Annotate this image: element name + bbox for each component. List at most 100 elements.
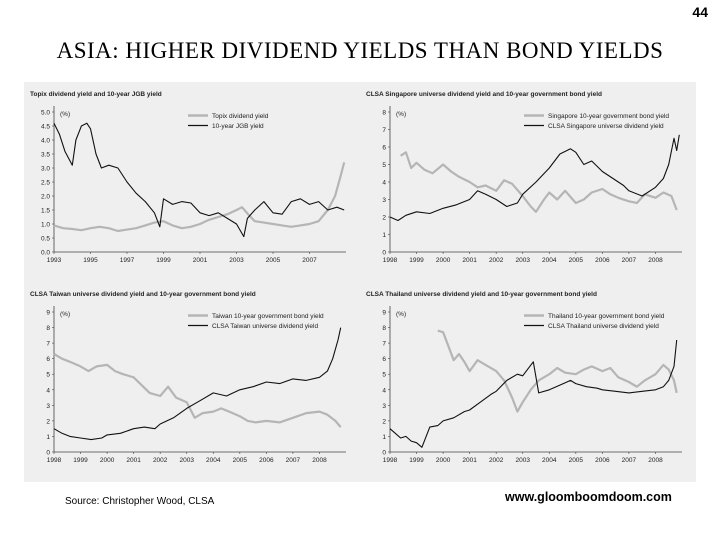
y-tick-label: 4.5 bbox=[41, 124, 50, 131]
x-tick-label: 1998 bbox=[383, 457, 398, 464]
x-tick-label: 1993 bbox=[47, 257, 62, 264]
y-tick-label: 7 bbox=[46, 341, 50, 348]
y-tick-label: 3.0 bbox=[41, 166, 50, 173]
y-tick-label: 2 bbox=[382, 215, 386, 222]
y-tick-label: 1 bbox=[382, 232, 386, 239]
y-tick-label: 5 bbox=[382, 162, 386, 169]
y-tick-label: 3 bbox=[382, 197, 386, 204]
x-tick-label: 2004 bbox=[542, 457, 557, 464]
y-tick-label: 1 bbox=[382, 434, 386, 441]
x-tick-label: 2003 bbox=[229, 257, 244, 264]
chart-singapore: CLSA Singapore universe dividend yield a… bbox=[366, 91, 682, 264]
y-tick-label: 6 bbox=[382, 356, 386, 363]
x-tick-label: 2006 bbox=[595, 457, 610, 464]
legend-label: CLSA Thailand universe dividend yield bbox=[548, 323, 659, 330]
y-tick-label: 0.0 bbox=[41, 250, 50, 257]
x-tick-label: 2004 bbox=[542, 257, 557, 264]
chart-title: CLSA Taiwan universe dividend yield and … bbox=[30, 291, 256, 298]
unit-label: (%) bbox=[60, 311, 70, 318]
x-tick-label: 2005 bbox=[266, 257, 281, 264]
slide-title: ASIA: HIGHER DIVIDEND YIELDS THAN BOND Y… bbox=[56, 38, 664, 63]
y-tick-label: 3 bbox=[46, 403, 50, 410]
y-tick-label: 6 bbox=[382, 145, 386, 152]
x-tick-label: 2007 bbox=[286, 457, 301, 464]
y-tick-label: 8 bbox=[382, 325, 386, 332]
x-tick-label: 2004 bbox=[206, 457, 221, 464]
x-tick-label: 2007 bbox=[622, 457, 637, 464]
chart-title: Topix dividend yield and 10-year JGB yie… bbox=[30, 91, 162, 98]
legend-label: CLSA Singapore universe dividend yield bbox=[548, 123, 664, 130]
x-tick-label: 2000 bbox=[436, 457, 451, 464]
series-line-2 bbox=[389, 339, 678, 448]
y-tick-label: 4 bbox=[382, 180, 386, 187]
y-tick-label: 4 bbox=[382, 387, 386, 394]
x-tick-label: 2008 bbox=[648, 257, 663, 264]
source-note: Source: Christopher Wood, CLSA bbox=[65, 496, 215, 507]
x-tick-label: 1998 bbox=[383, 257, 398, 264]
series-line-2 bbox=[53, 327, 342, 441]
y-tick-label: 8 bbox=[46, 325, 50, 332]
x-tick-label: 2002 bbox=[153, 457, 168, 464]
x-tick-label: 2003 bbox=[515, 257, 530, 264]
y-tick-label: 2 bbox=[382, 418, 386, 425]
x-tick-label: 2001 bbox=[462, 457, 477, 464]
y-tick-label: 9 bbox=[46, 310, 50, 317]
x-tick-label: 2006 bbox=[595, 257, 610, 264]
y-tick-label: 2.5 bbox=[41, 180, 50, 187]
x-tick-label: 1997 bbox=[120, 257, 135, 264]
unit-label: (%) bbox=[60, 111, 70, 118]
unit-label: (%) bbox=[396, 111, 406, 118]
chart-panel-japan: Topix dividend yield and 10-year JGB yie… bbox=[24, 82, 360, 282]
chart-grid: Topix dividend yield and 10-year JGB yie… bbox=[24, 82, 696, 482]
x-tick-label: 1999 bbox=[409, 257, 424, 264]
y-tick-label: 7 bbox=[382, 341, 386, 348]
legend-label: Topix dividend yield bbox=[212, 113, 269, 120]
x-tick-label: 2000 bbox=[436, 257, 451, 264]
y-tick-label: 0 bbox=[46, 450, 50, 457]
x-tick-label: 2001 bbox=[462, 257, 477, 264]
x-tick-label: 2001 bbox=[193, 257, 208, 264]
x-tick-label: 2007 bbox=[622, 257, 637, 264]
chart-panel-taiwan: CLSA Taiwan universe dividend yield and … bbox=[24, 282, 360, 482]
y-tick-label: 0.5 bbox=[41, 236, 50, 243]
x-tick-label: 2001 bbox=[126, 457, 141, 464]
y-tick-label: 1.5 bbox=[41, 208, 50, 215]
x-tick-label: 2008 bbox=[312, 457, 327, 464]
website-url: www.gloomboomdoom.com bbox=[505, 490, 672, 504]
x-tick-label: 1995 bbox=[83, 257, 98, 264]
x-tick-label: 1999 bbox=[73, 457, 88, 464]
series-line-2 bbox=[53, 122, 345, 238]
y-tick-label: 4 bbox=[46, 387, 50, 394]
y-tick-label: 6 bbox=[46, 356, 50, 363]
y-tick-label: 2.0 bbox=[41, 194, 50, 201]
chart-panel-thailand: CLSA Thailand universe dividend yield an… bbox=[360, 282, 696, 482]
y-tick-label: 9 bbox=[382, 310, 386, 317]
unit-label: (%) bbox=[396, 311, 406, 318]
x-tick-label: 2000 bbox=[100, 457, 115, 464]
y-tick-label: 0 bbox=[382, 250, 386, 257]
x-tick-label: 1998 bbox=[47, 457, 62, 464]
x-tick-label: 2005 bbox=[569, 457, 584, 464]
chart-thailand: CLSA Thailand universe dividend yield an… bbox=[366, 291, 682, 464]
x-tick-label: 2005 bbox=[569, 257, 584, 264]
y-tick-label: 5 bbox=[382, 372, 386, 379]
chart-title: CLSA Singapore universe dividend yield a… bbox=[366, 91, 602, 98]
x-tick-label: 2007 bbox=[302, 257, 317, 264]
y-tick-label: 1 bbox=[46, 434, 50, 441]
series-line-1 bbox=[399, 151, 678, 213]
x-tick-label: 2006 bbox=[259, 457, 274, 464]
y-tick-label: 5.0 bbox=[41, 110, 50, 117]
y-tick-label: 8 bbox=[382, 110, 386, 117]
x-tick-label: 2002 bbox=[489, 457, 504, 464]
y-tick-label: 1.0 bbox=[41, 222, 50, 229]
page-number: 44 bbox=[692, 4, 708, 20]
x-tick-label: 2003 bbox=[179, 457, 194, 464]
x-tick-label: 1999 bbox=[156, 257, 171, 264]
legend-label: Taiwan 10-year government bond yield bbox=[212, 313, 324, 320]
series-line-1 bbox=[53, 162, 346, 233]
y-tick-label: 3 bbox=[382, 403, 386, 410]
y-tick-label: 7 bbox=[382, 127, 386, 134]
y-tick-label: 4.0 bbox=[41, 138, 50, 145]
x-tick-label: 2003 bbox=[515, 457, 530, 464]
x-tick-label: 2002 bbox=[489, 257, 504, 264]
